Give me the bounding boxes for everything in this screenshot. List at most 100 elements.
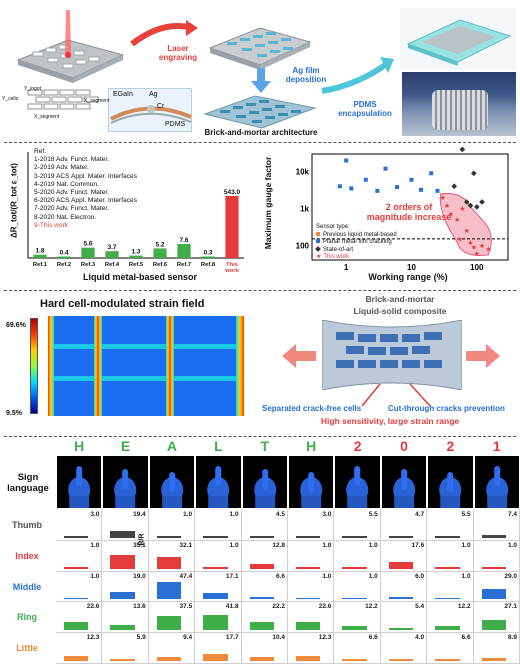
finger-signal-cell: 1.0 — [56, 540, 103, 572]
bar-value-label: 543.0 — [224, 189, 241, 196]
finger-signal-cell: 1.0 — [195, 510, 242, 541]
heatmap-band — [48, 344, 244, 349]
sign-letter: H — [74, 438, 85, 454]
bar — [33, 254, 47, 258]
scatter-point — [349, 186, 354, 191]
signal-value: 1.0 — [229, 541, 239, 549]
inset-label-ag: Ag — [149, 91, 158, 98]
stretch-right-arrow — [466, 344, 500, 368]
signal-value: 5.5 — [368, 511, 378, 518]
bar-chart-svg: 1.8 Ref.1 0.4 Ref.2 5.6 Ref.3 3.7 Ref.4 1.3 Ref.5… — [27, 152, 244, 274]
signal-bar — [156, 536, 182, 538]
bar — [57, 256, 71, 258]
signal-bar — [296, 567, 321, 569]
finger-signal-cell: 32.1 — [148, 540, 196, 572]
scatter-point: ★ — [467, 239, 473, 247]
sign-letter: E — [120, 438, 131, 454]
bar — [177, 244, 191, 258]
glove-hand-icon — [207, 466, 230, 508]
strain-heatmap — [48, 316, 244, 416]
signal-bar — [110, 592, 135, 600]
finger-signal-cell: 22.6 — [56, 602, 103, 634]
crack-free-label: Separated crack-free cells — [262, 404, 362, 413]
bar-value-label: 0.3 — [203, 250, 212, 257]
signal-value: 1.0 — [461, 572, 471, 580]
signal-bar — [342, 535, 367, 538]
legend-title: Sensor type: — [316, 224, 350, 230]
signal-value: 4.5 — [275, 511, 285, 518]
signal-bar — [110, 658, 135, 661]
fabrication-panel: Laser engraving Ag film deposition Brick… — [0, 0, 520, 140]
signal-value: 29.0 — [504, 572, 517, 580]
finger-signal-cell: 8.9 — [473, 633, 520, 664]
legend-marker — [316, 239, 320, 243]
reference-item-this-work: 9-This work — [34, 221, 69, 229]
sign-letter: T — [260, 438, 270, 454]
signal-value: 5.5 — [461, 511, 471, 518]
bar-chart-xlabel: Liquid metal-based sensor — [82, 272, 198, 282]
inset-label-cr: Cr — [157, 103, 165, 110]
finger-label: Thumb — [12, 520, 42, 530]
scatter-point: ★ — [457, 235, 463, 243]
signal-value: 9.4 — [183, 634, 193, 642]
bar-value-label: 1.8 — [35, 248, 44, 255]
finger-signal-cell: 1.0 — [427, 571, 474, 603]
finger-signal-cell: 1.0 — [56, 571, 103, 603]
finger-signal-cell: 1.0 — [334, 571, 381, 603]
composite-title-2: Liquid-solid composite — [353, 306, 447, 316]
heatmap-band — [48, 376, 244, 381]
sign-language-panel: Sign language H E A L T H 2 0 2 1 Thumb 3.0 19.4 1.0… — [0, 438, 520, 664]
stretch-left-arrow — [282, 344, 316, 368]
bar-value-label: 0.4 — [59, 250, 68, 257]
ag-deposition-label: Ag film deposition — [285, 66, 327, 84]
scatter-point — [344, 158, 349, 163]
scatter-point: ★ — [464, 227, 470, 235]
signal-bar — [481, 657, 506, 661]
finger-signal-cell: 13.6 — [102, 602, 149, 634]
r-axis-label: R/R — [138, 533, 146, 546]
bar-category-label: Ref.1 — [33, 262, 48, 268]
signal-bar — [481, 535, 506, 538]
scatter-point — [429, 171, 434, 176]
signal-value: 1.0 — [183, 511, 193, 518]
cross-section-inset: EGaIn Ag Cr PDMS — [108, 88, 192, 132]
signal-bar — [296, 536, 321, 538]
glove-hand-icon — [114, 469, 137, 508]
signal-value: 12.2 — [457, 603, 471, 611]
signal-value: 12.8 — [272, 541, 285, 549]
signal-bar — [249, 596, 274, 600]
axis-label-y-ingot: Y_ingot — [24, 86, 41, 92]
signal-bar — [203, 567, 228, 569]
signal-value: 19.0 — [133, 572, 146, 580]
signal-bar — [203, 536, 228, 538]
heatmap-hotspot — [236, 316, 244, 416]
bar-category-label: Ref.8 — [201, 262, 216, 268]
signal-bar — [203, 614, 228, 631]
y-tick-label: 1k — [300, 204, 309, 213]
signal-bar — [435, 535, 460, 538]
scatter-legend: Sensor type: Previous liquid metal-based… — [315, 224, 397, 262]
finger-signal-cell: 19.0 — [102, 571, 149, 603]
reference-item: 7-2020 Adv. Funct. Mater. — [34, 205, 110, 213]
laser-engraving-label: Laser engraving — [158, 44, 198, 62]
axis-label-x-segment-right: X_segment — [84, 98, 110, 104]
legend-item: Planar metal film cracking — [316, 239, 397, 247]
signal-bar — [156, 657, 182, 661]
glove-hand-icon — [439, 472, 462, 508]
signal-bar — [203, 654, 228, 661]
glove-hand-icon — [485, 466, 508, 508]
bar-category-label: Ref.6 — [153, 262, 168, 268]
scatter-point — [467, 202, 474, 209]
device-photo — [402, 72, 516, 136]
finger-signal-cell: 12.3 — [288, 633, 335, 664]
signal-value: 17.1 — [225, 572, 239, 580]
finger-label: Ring — [17, 612, 37, 623]
signal-value: 1.0 — [461, 541, 471, 549]
summary-label: High sensitivity, large strain range — [320, 416, 460, 426]
hands-row — [56, 456, 520, 508]
scatter-point — [471, 170, 477, 177]
gauge-factor-bar-chart: 1.8 Ref.1 0.4 Ref.2 5.6 Ref.3 3.7 Ref.4 1.3 Ref.5… — [0, 146, 250, 286]
finger-signal-cell: 17.1 — [195, 571, 242, 603]
scatter-point — [383, 166, 388, 171]
